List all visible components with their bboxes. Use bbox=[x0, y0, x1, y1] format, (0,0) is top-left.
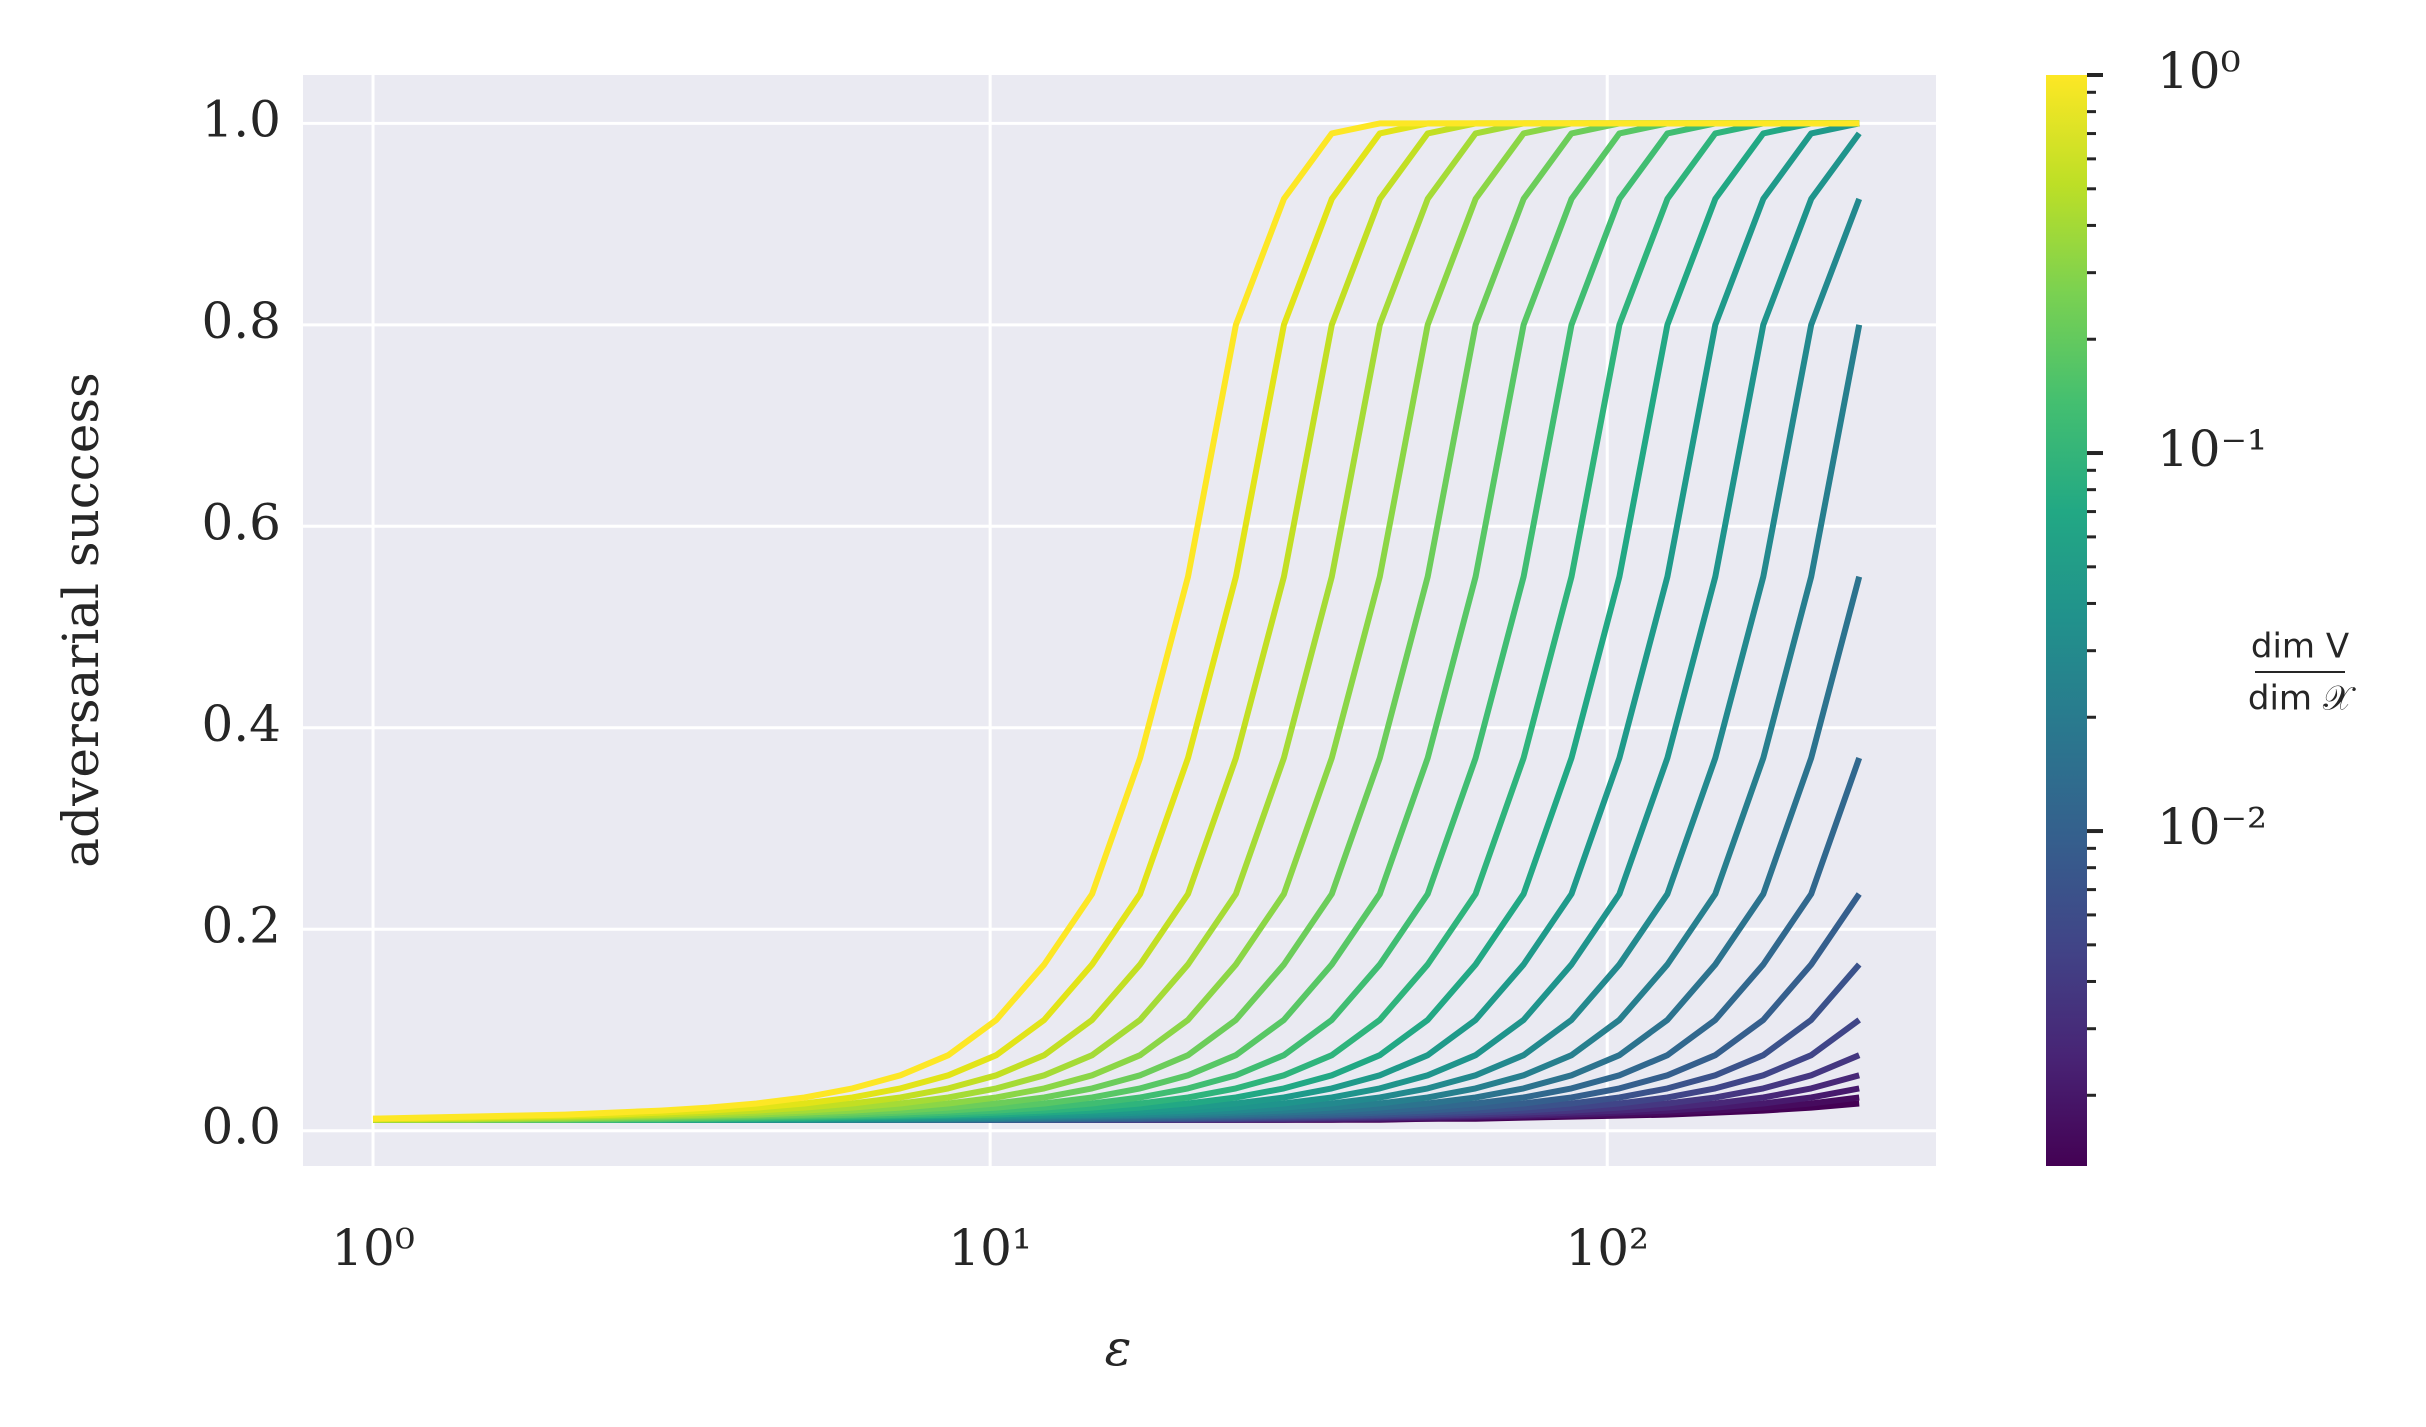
colorbar-label-denominator: dim 𝒳 bbox=[2248, 679, 2356, 719]
colorbar-tick-label: 10⁰ bbox=[2157, 42, 2241, 100]
y-tick-label: 0.2 bbox=[201, 896, 281, 954]
x-tick-label: 10¹ bbox=[948, 1219, 1032, 1277]
plot-area bbox=[303, 75, 1936, 1166]
colorbar-tick-label: 10⁻² bbox=[2157, 798, 2267, 856]
y-tick-label: 0.6 bbox=[201, 493, 281, 551]
series-line bbox=[372, 120, 1860, 1122]
y-tick-label: 0.0 bbox=[201, 1098, 281, 1156]
y-tick-label: 0.8 bbox=[201, 292, 281, 350]
colorbar-label-numerator: dim V bbox=[2251, 627, 2349, 667]
x-tick-label: 10² bbox=[1565, 1219, 1649, 1277]
colorbar-tick-label: 10⁻¹ bbox=[2157, 420, 2267, 478]
x-tick-label: 10⁰ bbox=[331, 1219, 415, 1277]
y-axis-label: adversarial success bbox=[52, 372, 110, 867]
y-tick-label: 0.4 bbox=[201, 695, 281, 753]
y-tick-label: 1.0 bbox=[201, 90, 281, 148]
x-axis-label: ε bbox=[1105, 1319, 1132, 1377]
colorbar bbox=[2046, 75, 2087, 1166]
